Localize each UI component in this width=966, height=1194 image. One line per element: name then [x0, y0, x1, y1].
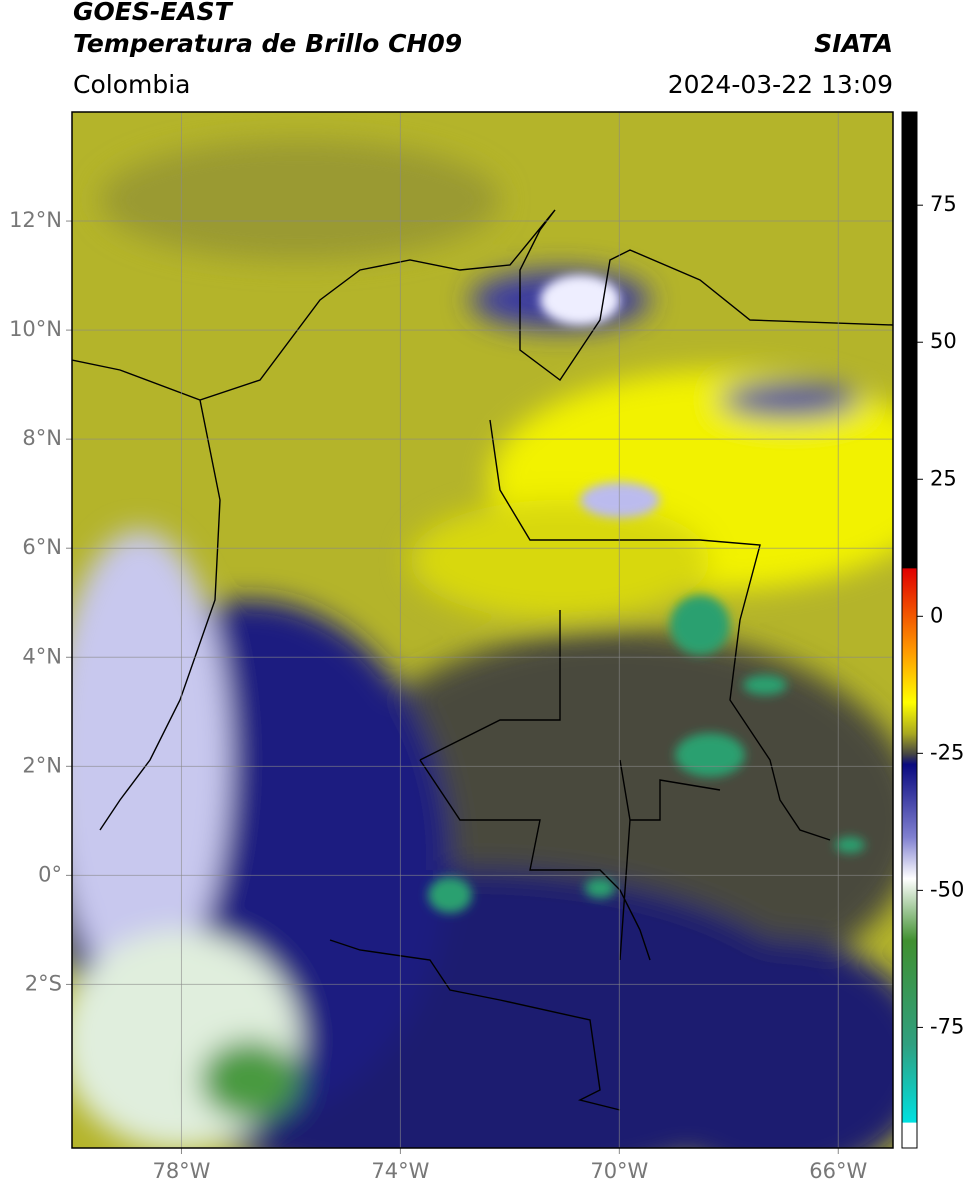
y-tick-label: 2°S	[25, 971, 62, 995]
x-tick-label: 70°W	[590, 1159, 648, 1183]
colorbar-tick-label: -25	[930, 740, 964, 764]
y-tick-label: 6°N	[22, 535, 62, 559]
map-frame	[71, 111, 894, 1149]
colorbar-tick-label: 25	[930, 466, 957, 490]
colorbar	[901, 111, 918, 1149]
source: SIATA	[814, 29, 893, 58]
y-tick-label: 12°N	[9, 208, 62, 232]
satellite-image	[72, 112, 893, 1148]
grid	[72, 112, 893, 1148]
y-tick-label: 4°N	[22, 644, 62, 668]
axis-ticks: 78°W 74°W 70°W 66°W 12°N 10°N 8°N 6°N 4°N 2°N 0° 2°…	[9, 208, 867, 1183]
x-tick-label: 74°W	[371, 1159, 429, 1183]
y-tick-label: 10°N	[9, 317, 62, 341]
x-tick-label: 78°W	[152, 1159, 210, 1183]
x-tick-label: 66°W	[809, 1159, 867, 1183]
y-tick-label: 0°	[38, 862, 62, 886]
colorbar-tick-label: -75	[930, 1014, 964, 1038]
colorbar-tick-label: 50	[930, 329, 957, 353]
colorbar-tick-label: -50	[930, 877, 964, 901]
title: GOES-EAST	[73, 0, 234, 26]
y-tick-label: 2°N	[22, 753, 62, 777]
colorbar-tick-label: 0	[930, 603, 943, 627]
y-tick-label: 8°N	[22, 426, 62, 450]
datetime: 2024-03-22 13:09	[668, 70, 893, 99]
colorbar-ticks: 75 50 25 0 -25 -50 -75	[917, 192, 964, 1038]
region: Colombia	[73, 70, 190, 99]
colorbar-tick-label: 75	[930, 192, 957, 216]
subtitle: Temperatura de Brillo CH09	[73, 29, 462, 58]
